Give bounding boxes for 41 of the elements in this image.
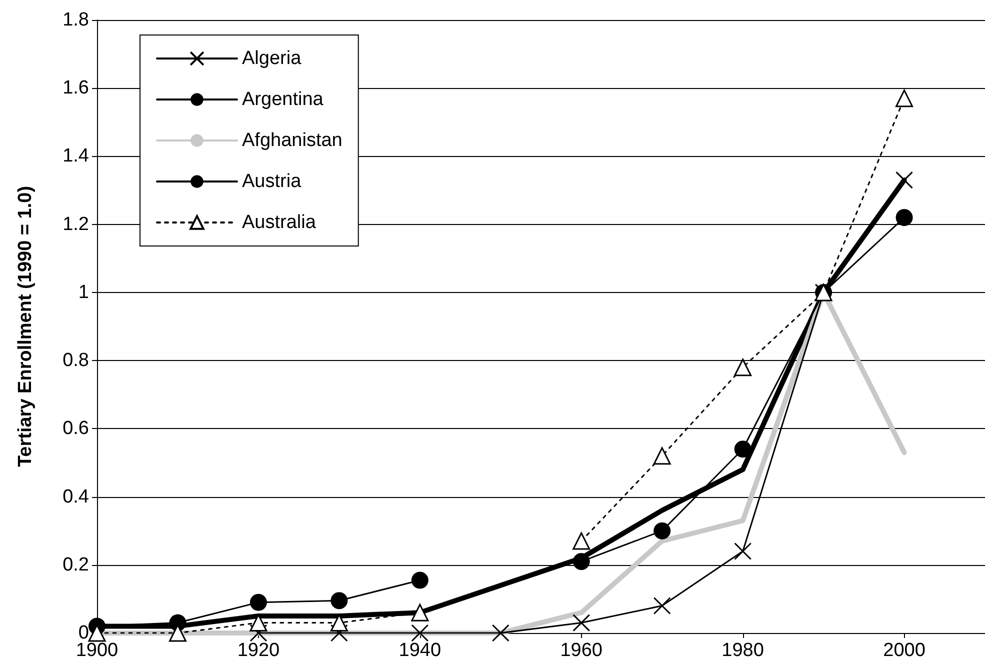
y-tick-label: 0.2 (62, 554, 89, 576)
y-tick-label: 0.8 (62, 350, 89, 372)
legend-label: Austria (242, 171, 302, 192)
point (572, 552, 590, 570)
point (734, 542, 752, 560)
point (411, 624, 429, 642)
point (250, 614, 268, 632)
point (250, 594, 267, 611)
x-tick-label: 1960 (560, 640, 603, 661)
point (330, 614, 348, 632)
legend-label: Australia (242, 212, 316, 233)
point (734, 358, 752, 376)
y-tick-label: 1.2 (62, 214, 89, 235)
y-axis-title: Tertiary Enrollment (1990 = 1.0) (15, 186, 36, 468)
point (896, 171, 914, 189)
x-tick-label: 1940 (398, 640, 442, 661)
point (572, 614, 590, 632)
x-tick-label: 1920 (237, 640, 280, 661)
point (572, 532, 590, 550)
y-tick-label: 0.6 (62, 418, 89, 440)
point (492, 624, 510, 642)
point (653, 597, 671, 615)
legend-label: Algeria (242, 48, 302, 69)
y-tick-label: 1.4 (62, 146, 90, 167)
point (653, 447, 671, 465)
y-tick-label: 1 (78, 282, 89, 303)
point (734, 440, 752, 458)
point (250, 624, 268, 642)
x-tick-label: 2000 (883, 640, 926, 661)
y-tick-label: 1.6 (62, 78, 89, 99)
point (330, 624, 348, 642)
x-tick-label: 1980 (722, 640, 764, 661)
y-tick-label: 1.8 (62, 10, 89, 30)
point (411, 572, 428, 589)
point (330, 592, 348, 610)
point (896, 90, 914, 108)
legend-label: Afghanistan (242, 130, 342, 151)
legend-label: Argentina (242, 89, 324, 110)
y-tick-label: 0.4 (62, 486, 90, 508)
point (654, 522, 671, 540)
point (896, 209, 913, 226)
